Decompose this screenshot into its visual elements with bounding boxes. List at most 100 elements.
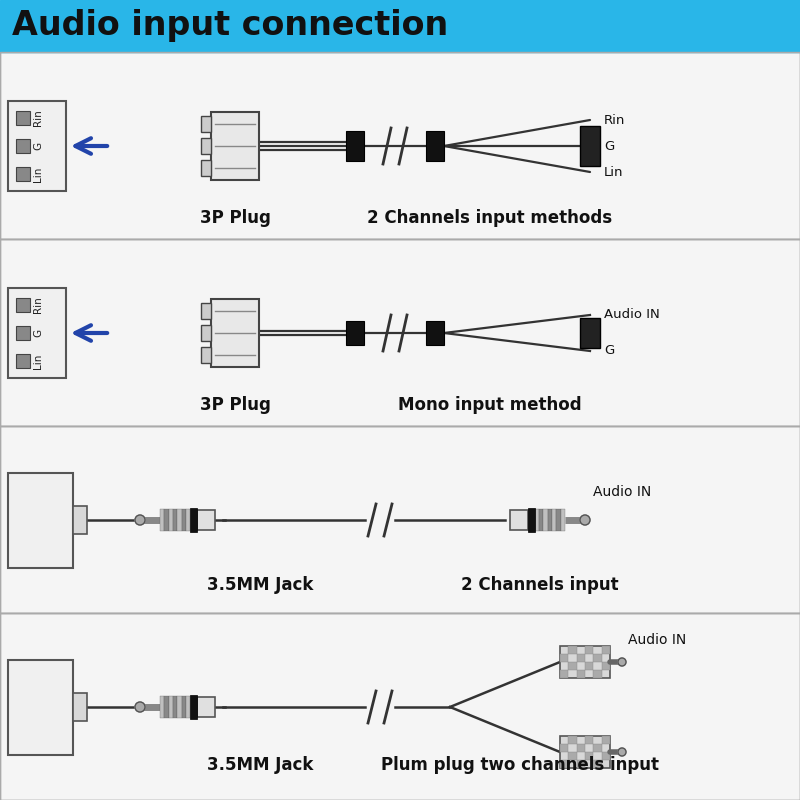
Bar — [585, 752, 594, 760]
Text: 3P Plug: 3P Plug — [199, 209, 270, 227]
Bar — [8, 659, 73, 754]
Text: Lin: Lin — [604, 166, 623, 178]
Bar — [8, 288, 66, 378]
Bar — [577, 760, 585, 768]
Bar — [16, 139, 30, 153]
Bar — [186, 509, 190, 531]
Bar — [560, 760, 568, 768]
Text: 3.5MM Jack: 3.5MM Jack — [207, 576, 313, 594]
Bar — [190, 695, 197, 719]
Text: 2 Channels input methods: 2 Channels input methods — [367, 209, 613, 227]
Bar — [585, 736, 594, 744]
Text: Audio IN: Audio IN — [628, 633, 686, 647]
Bar — [594, 654, 602, 662]
Text: G: G — [33, 329, 43, 337]
Bar — [164, 696, 169, 718]
Bar — [160, 509, 164, 531]
Text: G: G — [604, 345, 614, 358]
Bar — [160, 696, 164, 718]
Bar — [16, 298, 30, 312]
Text: G: G — [604, 139, 614, 153]
Bar — [201, 325, 211, 341]
Bar — [201, 160, 211, 176]
Text: Plum plug two channels input: Plum plug two channels input — [381, 756, 659, 774]
Bar — [560, 736, 610, 768]
Bar — [346, 321, 364, 345]
Bar — [568, 646, 577, 654]
Bar — [577, 654, 585, 662]
Bar — [568, 752, 577, 760]
Bar — [594, 670, 602, 678]
Bar — [577, 670, 585, 678]
Bar — [201, 303, 211, 319]
Bar — [190, 508, 197, 532]
Bar — [568, 736, 577, 744]
Bar — [173, 509, 178, 531]
Text: Mono input method: Mono input method — [398, 396, 582, 414]
Text: Rin: Rin — [33, 110, 43, 126]
Text: Audio IN: Audio IN — [593, 485, 651, 499]
Bar — [534, 509, 539, 531]
Bar — [8, 473, 73, 567]
Bar — [16, 326, 30, 340]
Bar — [580, 318, 600, 348]
Text: Rin: Rin — [33, 297, 43, 314]
Text: Lin: Lin — [33, 166, 43, 182]
Bar — [560, 744, 568, 752]
Bar — [0, 426, 800, 613]
Bar — [164, 509, 169, 531]
Bar — [602, 752, 610, 760]
Bar — [0, 52, 800, 239]
Bar — [197, 697, 215, 717]
Circle shape — [618, 748, 626, 756]
Bar — [16, 167, 30, 181]
Bar — [169, 509, 173, 531]
Text: 2 Channels input: 2 Channels input — [461, 576, 619, 594]
Text: 3P Plug: 3P Plug — [199, 396, 270, 414]
Bar — [8, 101, 66, 191]
Bar — [568, 662, 577, 670]
Text: Rin: Rin — [604, 114, 626, 126]
Bar — [169, 696, 173, 718]
Bar — [0, 426, 800, 613]
Text: Audio IN: Audio IN — [604, 309, 660, 322]
Bar — [510, 510, 528, 530]
Bar — [201, 116, 211, 132]
Bar — [543, 509, 548, 531]
Bar — [552, 509, 556, 531]
Bar — [211, 112, 259, 180]
Bar — [585, 662, 594, 670]
Bar — [201, 138, 211, 154]
Circle shape — [580, 515, 590, 525]
Bar — [0, 0, 800, 52]
Text: 3.5MM Jack: 3.5MM Jack — [207, 756, 313, 774]
Bar — [561, 509, 565, 531]
Bar — [0, 613, 800, 800]
Bar — [594, 744, 602, 752]
Bar — [548, 509, 552, 531]
Bar — [602, 646, 610, 654]
Bar — [426, 131, 444, 161]
Bar — [16, 354, 30, 368]
Bar — [560, 670, 568, 678]
Bar — [178, 696, 182, 718]
Bar — [539, 509, 543, 531]
Bar — [594, 760, 602, 768]
Bar — [0, 613, 800, 800]
Circle shape — [135, 702, 145, 712]
Bar — [528, 508, 534, 532]
Bar — [560, 646, 610, 678]
Bar — [73, 506, 87, 534]
Bar — [577, 744, 585, 752]
Bar — [602, 662, 610, 670]
Circle shape — [135, 515, 145, 525]
Bar — [182, 509, 186, 531]
Bar — [173, 696, 178, 718]
Bar — [426, 321, 444, 345]
Bar — [560, 654, 568, 662]
Bar — [182, 696, 186, 718]
Bar — [16, 111, 30, 125]
Bar — [186, 696, 190, 718]
Bar — [201, 347, 211, 363]
Text: G: G — [33, 142, 43, 150]
